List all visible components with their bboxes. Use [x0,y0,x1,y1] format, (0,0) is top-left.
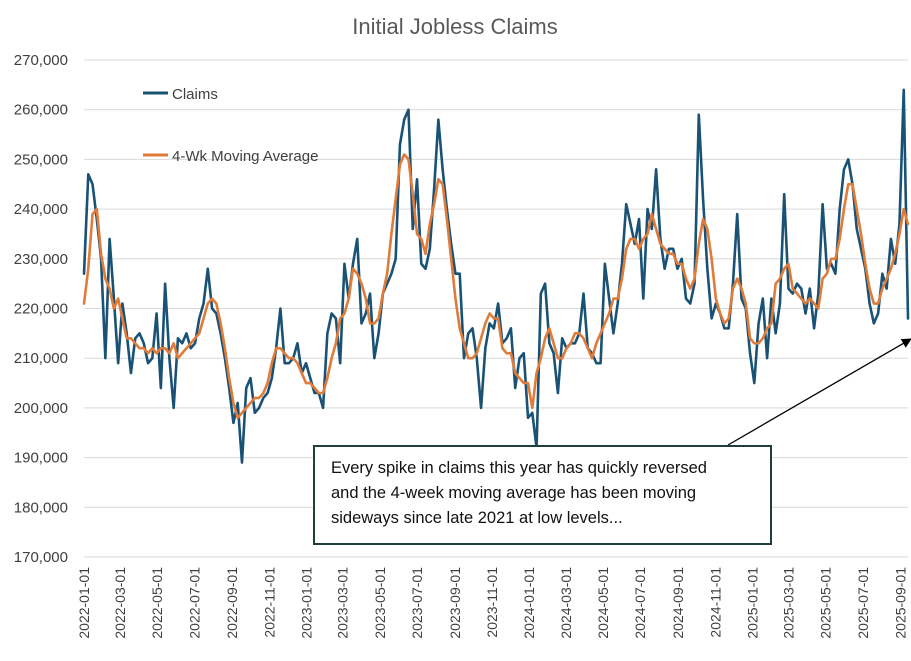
y-tick-label: 210,000 [14,350,68,367]
x-tick-label: 2022-11-01 [261,567,277,638]
y-tick-label: 250,000 [14,151,68,168]
y-tick-label: 220,000 [14,301,68,318]
annotation-box: Every spike in claims this year has quic… [313,445,772,545]
y-axis-tick-labels: 170,000 180,000 190,000 200,000 210,000 220,0… [14,52,68,566]
y-tick-label: 170,000 [14,549,68,566]
annotation-arrow-line [727,338,911,446]
x-tick-label: 2024-03-01 [558,567,574,639]
series-line-moving-average [82,153,910,420]
legend[interactable]: Claims 4-Wk Moving Average [143,86,318,165]
annotation-line-1: Every spike in claims this year has quic… [331,459,707,477]
x-tick-label: 2022-05-01 [149,567,165,639]
y-tick-label: 230,000 [14,251,68,268]
x-axis-tick-labels: 2022-01-01 2022-03-01 2022-05-01 2022-07-01… [76,567,909,639]
x-tick-label: 2024-07-01 [632,567,648,639]
x-tick-label: 2023-03-01 [335,567,351,639]
x-tick-label: 2025-07-01 [855,567,871,639]
series-lines [82,88,910,464]
annotation-arrow [727,338,911,446]
x-tick-label: 2025-09-01 [893,567,909,639]
x-tick-label: 2024-09-01 [670,567,686,639]
y-tick-label: 260,000 [14,102,68,119]
x-tick-label: 2025-01-01 [744,567,760,639]
y-tick-label: 190,000 [14,450,68,467]
x-tick-label: 2022-03-01 [112,567,128,639]
x-tick-label: 2025-03-01 [780,567,796,639]
x-tick-label: 2022-09-01 [224,567,240,639]
x-tick-label: 2022-01-01 [76,567,92,639]
y-tick-label: 180,000 [14,499,68,516]
x-tick-label: 2025-05-01 [818,567,834,639]
x-tick-label: 2024-01-01 [521,567,537,639]
series-line-claims [82,88,910,464]
y-tick-label: 270,000 [14,52,68,69]
x-tick-label: 2023-01-01 [299,567,315,639]
x-tick-label: 2024-05-01 [595,567,611,639]
x-tick-label: 2023-05-01 [372,567,388,639]
x-tick-label: 2023-09-01 [447,567,463,639]
x-tick-label: 2023-11-01 [484,567,500,638]
annotation-line-3: sideways since late 2021 at low levels..… [331,509,623,527]
x-tick-label: 2022-07-01 [186,567,202,639]
y-tick-label: 200,000 [14,400,68,417]
chart-title: Initial Jobless Claims [352,14,557,39]
annotation-line-2: and the 4-week moving average has been m… [331,484,697,502]
x-tick-label: 2024-11-01 [707,567,723,638]
legend-label-moving-average: 4-Wk Moving Average [172,148,318,165]
legend-label-claims: Claims [172,86,218,103]
y-tick-label: 240,000 [14,201,68,218]
x-tick-label: 2023-07-01 [409,567,425,639]
